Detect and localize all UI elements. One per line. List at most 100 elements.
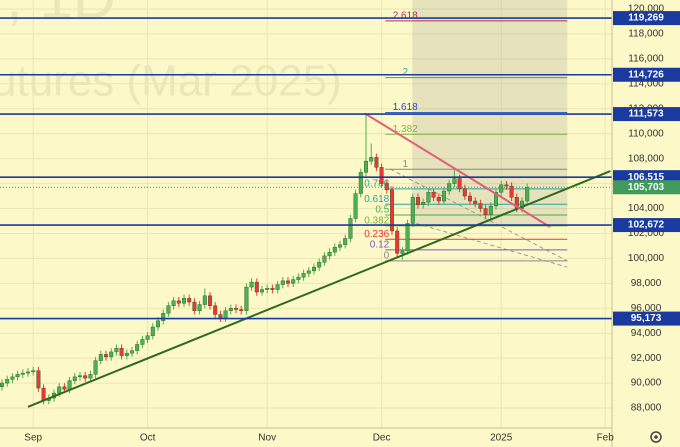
candle-body <box>296 276 301 280</box>
level-label: 111,573 <box>628 109 663 120</box>
y-tick-label: 114,000 <box>628 78 664 89</box>
candle-body <box>468 195 473 202</box>
candle-body <box>150 326 155 336</box>
y-tick-label: 110,000 <box>628 128 664 139</box>
settings-icon[interactable] <box>650 431 662 443</box>
candle-body <box>379 167 384 184</box>
candle-body <box>72 376 77 381</box>
candle-body <box>317 261 322 268</box>
candle-body <box>57 386 62 394</box>
candle-body <box>306 270 311 274</box>
candle-body <box>275 284 280 290</box>
fib-label: 0.236 <box>364 229 389 240</box>
watermark-line: utures (Mar 2025) <box>0 57 342 106</box>
candle-body <box>488 205 493 215</box>
candle-body <box>135 344 140 351</box>
candle-body <box>384 183 389 191</box>
candle-body <box>20 372 25 375</box>
candle-body <box>400 250 405 254</box>
candle-body <box>140 339 145 345</box>
x-tick-label: Feb <box>597 433 615 444</box>
fib-label: 2.618 <box>393 11 418 22</box>
candle-body <box>504 184 509 187</box>
candle-body <box>452 178 457 184</box>
candle-body <box>233 308 238 310</box>
fib-label: 1.382 <box>393 124 418 135</box>
candle-body <box>410 197 415 224</box>
candle-body <box>31 370 36 373</box>
candle-body <box>286 280 291 284</box>
candle-body <box>218 314 223 319</box>
fib-label: 1.618 <box>393 102 418 113</box>
candle-body <box>390 189 395 232</box>
candle-body <box>301 273 306 278</box>
trendline <box>364 112 551 228</box>
candle-body <box>67 380 72 390</box>
fib-label: 2 <box>402 67 408 78</box>
candle-body <box>369 157 374 162</box>
candle-body <box>327 251 332 257</box>
y-tick-label: 104,000 <box>628 203 665 214</box>
candle-body <box>88 374 93 379</box>
candle-body <box>509 185 514 198</box>
fib-label: 0.618 <box>364 194 389 205</box>
candle-body <box>10 376 15 380</box>
candle-body <box>374 157 379 168</box>
candle-body <box>280 280 285 285</box>
candle-body <box>364 160 369 173</box>
level-box <box>613 67 680 82</box>
candle-body <box>83 375 88 379</box>
candle-body <box>213 305 218 315</box>
fib-label: 0.382 <box>364 216 389 227</box>
candle-body <box>473 200 478 204</box>
fib-label: 0 <box>384 251 390 262</box>
candle-body <box>462 188 467 197</box>
candle-body <box>192 301 197 311</box>
candle-body <box>254 281 259 293</box>
fib-label: 0.12 <box>370 240 390 251</box>
candle-body <box>129 350 134 354</box>
candle-body <box>416 197 421 205</box>
level-box <box>613 311 680 326</box>
y-tick-label: 108,000 <box>628 153 665 164</box>
candle-body <box>187 298 192 303</box>
candle-body <box>93 360 98 375</box>
candle-body <box>36 370 41 389</box>
candle-body <box>478 203 483 209</box>
last-price-label: 105,703 <box>628 182 665 193</box>
y-tick-label: 100,000 <box>628 253 665 264</box>
y-tick-label: 88,000 <box>631 403 662 414</box>
candle-body <box>244 286 249 311</box>
trendline <box>27 170 611 408</box>
candle-body <box>270 288 275 290</box>
level-label: 95,173 <box>631 313 662 324</box>
candle-body <box>436 197 441 202</box>
candle-body <box>26 371 31 374</box>
candle-body <box>239 309 244 311</box>
candle-body <box>166 305 171 314</box>
x-tick-label: 2025 <box>490 433 513 444</box>
candle-body <box>499 184 504 193</box>
candle-body <box>197 304 202 311</box>
candle-body <box>103 354 108 358</box>
candle-body <box>442 190 447 202</box>
y-tick-label: 98,000 <box>631 278 662 289</box>
candle-body <box>228 308 233 311</box>
candle-body <box>457 178 462 189</box>
candle-body <box>426 192 431 203</box>
level-label: 102,672 <box>628 220 665 231</box>
fib-trend-dashed <box>416 222 568 268</box>
candle-body <box>291 279 296 284</box>
fib-label: 1 <box>402 159 408 170</box>
level-label: 106,515 <box>628 172 665 183</box>
watermark: , 1D utures (Mar 2025) <box>0 0 342 106</box>
y-tick-label: 120,000 <box>628 4 665 15</box>
candle-body <box>431 192 436 198</box>
time-axis <box>0 428 612 447</box>
y-tick-label: 96,000 <box>631 303 662 314</box>
y-tick-label: 118,000 <box>628 29 664 40</box>
x-tick-label: Oct <box>140 433 156 444</box>
candle-body <box>145 335 150 340</box>
candle-body <box>171 300 176 306</box>
